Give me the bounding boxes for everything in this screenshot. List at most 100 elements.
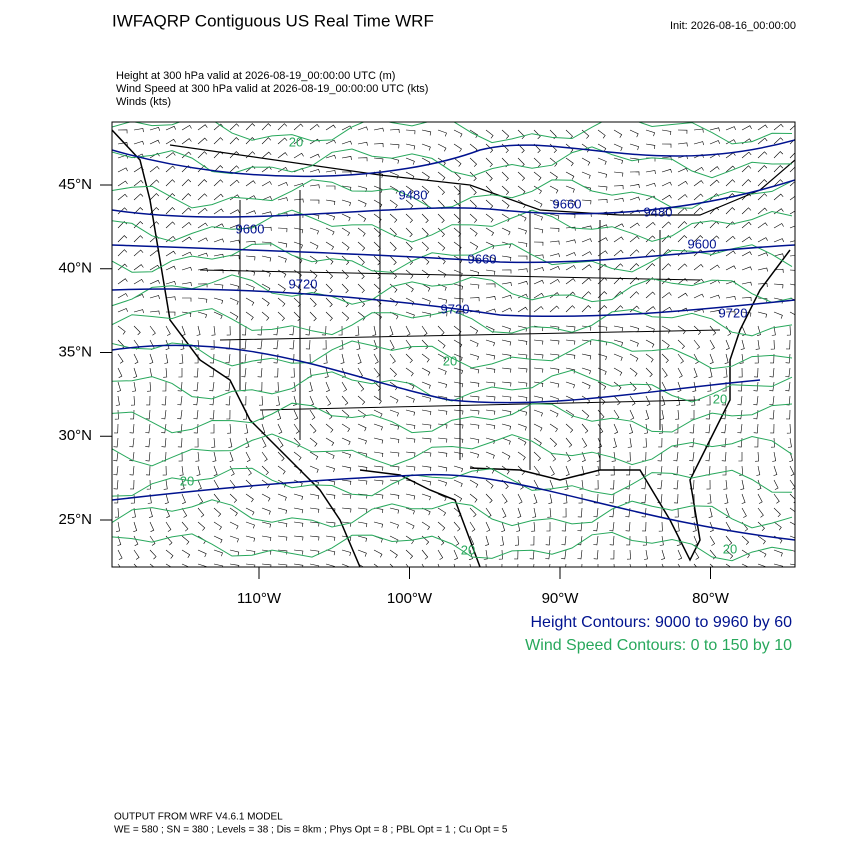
- wind-barb: [565, 325, 576, 331]
- wind-barb: [485, 185, 493, 196]
- wind-barb: [677, 339, 685, 350]
- wind-barb: [180, 339, 185, 350]
- wind-barb: [625, 507, 631, 518]
- wind-barb: [581, 199, 592, 205]
- wind-barb: [290, 367, 295, 378]
- wind-barb: [421, 353, 430, 363]
- wind-barb: [197, 268, 208, 272]
- wind-barb: [545, 535, 551, 546]
- wind-barb: [130, 479, 135, 490]
- wind-barb: [132, 381, 136, 392]
- wind-barb: [405, 521, 415, 530]
- wind-barb: [213, 193, 224, 201]
- wind-barb: [453, 339, 463, 348]
- wind-barb: [756, 465, 761, 476]
- wind-barb: [213, 549, 223, 557]
- wind-barb: [533, 213, 543, 221]
- wind-barb: [469, 451, 479, 459]
- wind-barb: [626, 535, 631, 546]
- wind-barb: [453, 437, 464, 443]
- wind-barb: [501, 395, 512, 401]
- wind-barb: [577, 521, 583, 532]
- wind-barb: [193, 367, 199, 378]
- wind-barb: [325, 283, 333, 294]
- wind-barb: [753, 409, 759, 420]
- wind-barb: [693, 549, 700, 560]
- wind-barb: [245, 493, 254, 503]
- wind-barb: [421, 269, 430, 279]
- wind-barb: [145, 465, 151, 476]
- wind-barb: [773, 563, 784, 567]
- wind-barb: [225, 367, 231, 378]
- wind-barb: [597, 353, 607, 361]
- wind-barb: [179, 353, 184, 364]
- wind-barb: [293, 297, 301, 308]
- wind-barb: [469, 157, 478, 167]
- wind-barb: [561, 535, 567, 546]
- wind-barb: [789, 283, 795, 286]
- wind-barb: [421, 325, 428, 336]
- wind-barb: [613, 197, 624, 202]
- lon-tick-label: 80°W: [692, 590, 730, 607]
- wind-barb: [677, 549, 683, 560]
- wind-barb: [674, 507, 679, 518]
- wind-barb: [181, 311, 192, 318]
- wind-barb: [613, 171, 624, 177]
- wind-barb: [533, 381, 544, 388]
- wind-barb: [549, 423, 558, 433]
- wind-barb: [309, 563, 320, 567]
- wind-barb: [517, 199, 526, 209]
- wind-barb: [565, 157, 574, 167]
- wind-barb: [182, 297, 192, 302]
- wind-barb: [197, 493, 204, 504]
- wind-barb: [261, 123, 272, 131]
- wind-barb: [517, 129, 525, 140]
- wind-barb: [645, 409, 650, 420]
- wind-barb: [113, 465, 119, 476]
- wind-barb: [770, 339, 775, 350]
- wind-barb: [325, 395, 332, 406]
- lat-tick-label: 30°N: [58, 427, 92, 444]
- wind-barb: [325, 241, 335, 251]
- wind-barb: [147, 493, 152, 504]
- wind-barb: [723, 479, 728, 490]
- wind-barb: [789, 465, 795, 476]
- wind-barb: [228, 437, 233, 448]
- wind-barb: [613, 339, 623, 347]
- wind-barb: [149, 563, 155, 567]
- wind-barb: [469, 325, 479, 334]
- wind-barb: [757, 493, 763, 504]
- wind-barb: [565, 185, 575, 193]
- wind-barb: [577, 507, 583, 518]
- wind-barb: [210, 339, 215, 350]
- wind-barb: [165, 221, 176, 229]
- wind-barb: [149, 310, 160, 315]
- wind-barb: [613, 423, 619, 434]
- wind-barb: [629, 339, 639, 347]
- wind-barb: [340, 353, 345, 364]
- wind-barb: [117, 221, 128, 229]
- speed-contour-label: 20: [443, 353, 457, 368]
- wind-barb: [209, 409, 215, 420]
- wind-barb: [690, 410, 695, 420]
- wind-barb: [677, 292, 688, 299]
- wind-barb: [485, 353, 496, 360]
- wind-barb: [181, 325, 186, 336]
- wind-barb: [773, 549, 783, 557]
- wind-barb: [194, 437, 199, 448]
- wind-barb: [500, 535, 504, 546]
- wind-barb: [117, 563, 121, 567]
- wind-barb: [117, 249, 128, 257]
- wind-barb: [373, 241, 381, 252]
- wind-barb: [245, 123, 256, 131]
- wind-barb: [261, 451, 268, 462]
- wind-barb: [181, 193, 192, 201]
- wind-barb: [389, 283, 398, 293]
- wind-barb: [229, 563, 240, 567]
- wind-barb: [789, 166, 795, 173]
- wind-barb: [645, 306, 656, 313]
- wind-barb: [485, 409, 496, 415]
- wind-barb: [789, 451, 794, 462]
- wind-barb: [277, 437, 284, 448]
- wind-barb: [581, 423, 589, 434]
